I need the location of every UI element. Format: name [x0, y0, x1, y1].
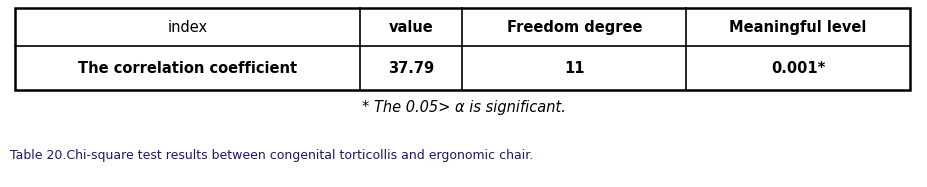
Text: Table 20.Chi-square test results between congenital torticollis and ergonomic ch: Table 20.Chi-square test results between… [10, 148, 533, 162]
Text: value: value [388, 19, 433, 34]
Text: 11: 11 [564, 61, 584, 76]
Text: Meaningful level: Meaningful level [729, 19, 866, 34]
Text: index: index [167, 19, 207, 34]
Bar [15, 8, 909, 90]
Text: * The 0.05> α is significant.: * The 0.05> α is significant. [362, 99, 565, 114]
Text: The correlation coefficient: The correlation coefficient [78, 61, 297, 76]
Text: 37.79: 37.79 [387, 61, 434, 76]
Text: 0.001*: 0.001* [770, 61, 824, 76]
Text: Freedom degree: Freedom degree [506, 19, 641, 34]
